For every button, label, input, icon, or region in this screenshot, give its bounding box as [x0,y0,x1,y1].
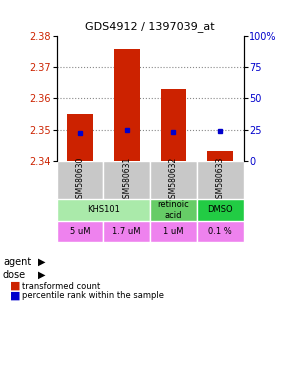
Text: agent: agent [3,257,31,267]
Bar [57,199,150,220]
Bar [207,151,233,161]
Text: KHS101: KHS101 [87,205,120,214]
Bar [150,199,197,220]
Bar [114,49,139,161]
Text: GDS4912 / 1397039_at: GDS4912 / 1397039_at [85,21,214,32]
Bar [197,220,244,242]
Text: ▶: ▶ [38,257,46,267]
Text: 0.1 %: 0.1 % [208,227,232,236]
Text: GSM580630: GSM580630 [75,157,84,203]
Text: 1 uM: 1 uM [163,227,184,236]
Bar [103,161,150,199]
Text: GSM580633: GSM580633 [216,157,225,203]
Bar [150,220,197,242]
Text: ■: ■ [10,291,21,301]
Bar [150,161,197,199]
Bar [103,220,150,242]
Text: transformed count: transformed count [22,281,100,291]
Text: GSM580632: GSM580632 [169,157,178,203]
Bar [197,199,244,220]
Bar [67,114,93,161]
Bar [161,89,186,161]
Text: dose: dose [3,270,26,280]
Bar [197,161,244,199]
Text: DMSO: DMSO [207,205,233,214]
Bar [57,161,103,199]
Text: 5 uM: 5 uM [70,227,90,236]
Text: GSM580631: GSM580631 [122,157,131,203]
Text: ▶: ▶ [38,270,46,280]
Bar [57,220,103,242]
Text: 1.7 uM: 1.7 uM [113,227,141,236]
Text: ■: ■ [10,281,21,291]
Text: percentile rank within the sample: percentile rank within the sample [22,291,164,300]
Text: retinoic
acid: retinoic acid [157,200,189,220]
